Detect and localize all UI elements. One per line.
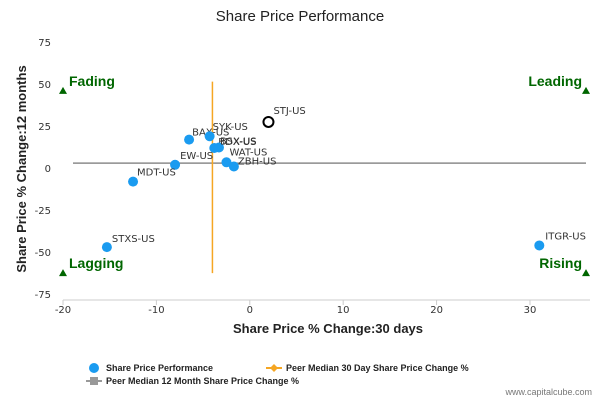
legend-label-median-12m: Peer Median 12 Month Share Price Change … [106,376,299,386]
data-point-label: SYK-US [213,122,248,133]
data-point-label: BDX-US [218,137,256,148]
data-point [184,134,195,145]
quadrant-marker-top-left [59,86,67,94]
data-point-label: EW-US [180,151,213,162]
legend-label-share-price: Share Price Performance [106,363,213,373]
y-tick-label: 0 [45,164,51,175]
data-point [170,159,181,170]
data-point [101,242,112,253]
data-point-label: WAT-US [229,147,267,158]
quadrant-label-leading: Leading [528,73,582,89]
data-point-label: STJ-US [273,106,305,117]
y-tick-label: 50 [38,80,51,91]
quadrant-label-rising: Rising [539,255,582,271]
x-tick-label: 10 [337,305,350,316]
legend-label-median-30d: Peer Median 30 Day Share Price Change % [286,363,469,373]
data-point-label: ZBH-US [238,156,277,167]
y-tick-label: -25 [35,206,51,217]
x-tick-label: 20 [430,305,443,316]
quadrant-marker-bottom-left [59,269,67,277]
legend-marker-median-30d [270,364,278,372]
data-point [534,240,545,251]
quadrant-marker-bottom-right [582,269,590,277]
quadrant-label-lagging: Lagging [69,255,123,271]
x-tick-label: 0 [247,305,253,316]
y-tick-label: 25 [38,122,51,133]
plot-area: -20 -10 0 10 20 30 75 50 25 0 -25 -50 -75 Fading Leadi… [35,38,590,316]
quadrant-label-fading: Fading [69,73,115,89]
legend: Share Price Performance Peer Median 30 Da… [86,363,469,386]
x-axis-title: Share Price % Change:30 days [233,321,423,336]
y-tick-label: 75 [38,38,51,49]
legend-marker-median-12m [90,377,98,385]
data-point [204,131,215,142]
data-point [228,161,239,172]
data-point-highlight [262,115,275,128]
data-point-label: MDT-US [137,168,176,179]
y-tick-label: -75 [35,290,51,301]
data-point [221,157,232,168]
watermark: www.capitalcube.com [504,387,592,397]
data-point [128,176,139,187]
data-point-label: STXS-US [112,234,155,245]
y-axis-title: Share Price % Change:12 months [14,65,29,272]
legend-marker-share-price [89,363,99,373]
x-tick-label: -20 [55,305,71,316]
data-point-label: BSX-US [220,136,257,147]
x-tick-label: 30 [524,305,537,316]
y-tick-label: -50 [35,248,51,259]
quadrant-marker-top-right [582,86,590,94]
data-point [213,142,224,153]
chart-title: Share Price Performance [216,8,384,25]
x-tick-label: -10 [148,305,164,316]
data-point-label: ITGR-US [545,231,586,242]
